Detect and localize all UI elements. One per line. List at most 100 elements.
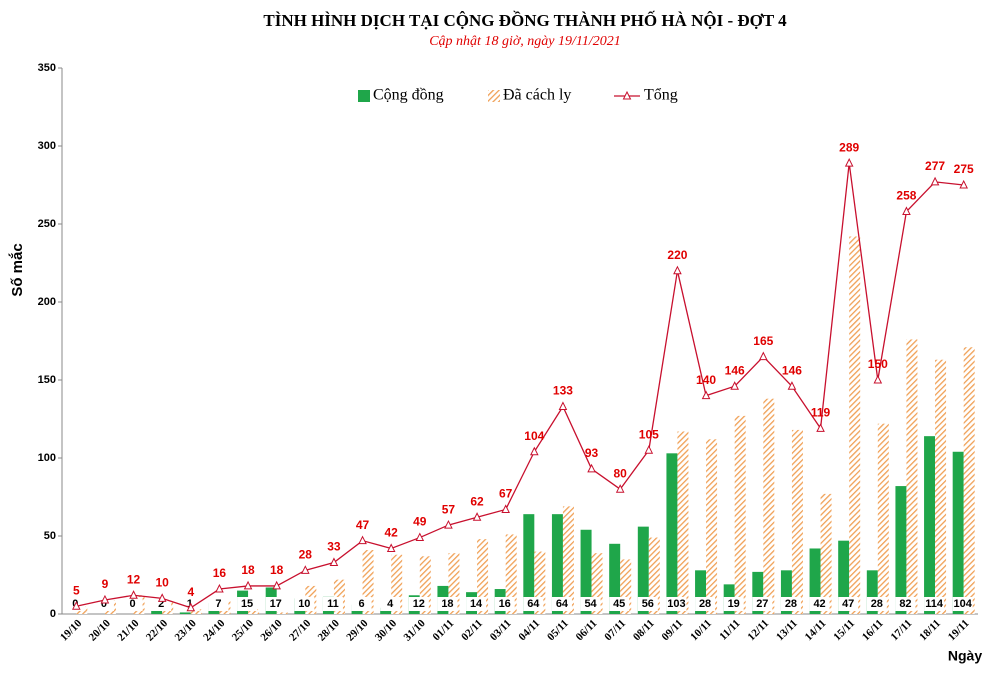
marker bbox=[844, 158, 854, 167]
bar bbox=[877, 423, 889, 614]
bar bbox=[677, 431, 689, 614]
marker bbox=[902, 206, 911, 216]
data-label: 104 bbox=[524, 429, 544, 443]
marker bbox=[472, 512, 482, 521]
data-label-bg bbox=[322, 597, 343, 611]
bar bbox=[838, 540, 850, 614]
data-label-bg bbox=[494, 597, 515, 611]
x-tick-label: 03/11 bbox=[488, 617, 514, 643]
x-tick-label: 13/11 bbox=[774, 617, 800, 643]
marker bbox=[501, 504, 510, 513]
x-axis-label: Ngày bbox=[948, 648, 982, 664]
data-label: 220 bbox=[667, 248, 687, 262]
data-label-bg bbox=[666, 597, 687, 611]
x-tick-label: 19/10 bbox=[58, 617, 85, 644]
y-tick-label: 250 bbox=[38, 218, 56, 230]
y-tick-label: 200 bbox=[38, 296, 56, 308]
data-label-bg bbox=[523, 597, 544, 611]
bar bbox=[906, 339, 918, 614]
x-tick-label: 06/11 bbox=[574, 617, 600, 643]
marker bbox=[186, 602, 196, 612]
x-tick-label: 23/10 bbox=[173, 617, 200, 644]
data-label: 64 bbox=[527, 598, 540, 610]
legend-label: Tổng bbox=[644, 87, 678, 104]
x-tick-label: 18/11 bbox=[917, 617, 943, 643]
data-label: 64 bbox=[556, 598, 569, 610]
x-tick-label: 27/10 bbox=[287, 617, 314, 644]
data-label: 17 bbox=[270, 598, 282, 610]
data-label-bg bbox=[580, 597, 601, 611]
data-label-bg bbox=[351, 597, 372, 611]
data-label-bg bbox=[408, 597, 429, 611]
bar bbox=[935, 359, 947, 614]
bar bbox=[763, 398, 775, 614]
data-label: 28 bbox=[299, 547, 313, 561]
marker bbox=[215, 583, 224, 593]
legend-swatch bbox=[488, 90, 500, 102]
x-tick-label: 05/11 bbox=[545, 617, 571, 643]
legend-label: Đã cách ly bbox=[503, 87, 571, 104]
data-label-bg bbox=[466, 597, 487, 611]
x-tick-label: 26/10 bbox=[258, 617, 285, 644]
x-tick-label: 20/10 bbox=[87, 617, 114, 644]
data-label: 7 bbox=[215, 598, 221, 610]
data-label: 18 bbox=[241, 563, 255, 577]
bar bbox=[609, 543, 621, 614]
bar bbox=[820, 493, 832, 614]
data-label-bg bbox=[838, 597, 859, 611]
marker bbox=[759, 351, 768, 361]
data-label: 14 bbox=[470, 598, 483, 610]
marker bbox=[129, 590, 138, 599]
data-label: 16 bbox=[499, 598, 511, 610]
data-label: 57 bbox=[442, 502, 456, 516]
data-label: 45 bbox=[613, 598, 625, 610]
legend-swatch bbox=[358, 90, 370, 102]
x-tick-label: 12/11 bbox=[745, 617, 771, 643]
data-label: 12 bbox=[127, 572, 141, 586]
data-label-bg bbox=[122, 597, 143, 611]
x-tick-label: 11/11 bbox=[717, 617, 742, 642]
x-tick-label: 25/10 bbox=[230, 617, 257, 644]
data-label: 140 bbox=[696, 373, 716, 387]
marker bbox=[444, 519, 453, 529]
data-label: 146 bbox=[782, 363, 802, 377]
data-label: 49 bbox=[413, 515, 427, 529]
marker bbox=[530, 446, 539, 456]
x-tick-label: 02/11 bbox=[459, 617, 485, 643]
data-label-bg bbox=[952, 597, 973, 611]
data-label: 133 bbox=[553, 384, 573, 398]
data-label: 93 bbox=[585, 446, 599, 460]
chart-title: TÌNH HÌNH DỊCH TẠI CỘNG ĐỒNG THÀNH PHỐ H… bbox=[263, 10, 787, 30]
data-label-bg bbox=[809, 597, 830, 611]
data-label: 165 bbox=[753, 334, 773, 348]
bar bbox=[791, 429, 803, 614]
data-label: 62 bbox=[470, 494, 484, 508]
bar bbox=[849, 236, 861, 615]
marker bbox=[873, 374, 883, 384]
bar bbox=[551, 514, 563, 614]
data-label-bg bbox=[780, 597, 801, 611]
bar bbox=[190, 609, 202, 614]
bar bbox=[276, 612, 288, 614]
marker bbox=[558, 401, 568, 411]
y-tick-label: 50 bbox=[44, 530, 56, 542]
x-tick-label: 29/10 bbox=[344, 617, 371, 644]
y-tick-label: 100 bbox=[38, 452, 56, 464]
data-label: 105 bbox=[639, 427, 659, 441]
data-label-bg bbox=[752, 597, 773, 611]
data-label: 18 bbox=[441, 598, 453, 610]
x-tick-label: 16/11 bbox=[860, 617, 886, 643]
data-label: 10 bbox=[298, 598, 310, 610]
legend-label: Cộng đồng bbox=[373, 87, 444, 104]
bar bbox=[637, 526, 649, 614]
x-tick-label: 17/11 bbox=[889, 617, 915, 643]
bar bbox=[151, 610, 163, 614]
data-label: 289 bbox=[839, 140, 859, 154]
data-label: 28 bbox=[699, 598, 711, 610]
data-label: 10 bbox=[156, 576, 170, 590]
bar bbox=[562, 506, 574, 614]
bar bbox=[734, 415, 746, 614]
x-tick-label: 30/10 bbox=[373, 617, 400, 644]
data-label: 258 bbox=[896, 189, 916, 203]
